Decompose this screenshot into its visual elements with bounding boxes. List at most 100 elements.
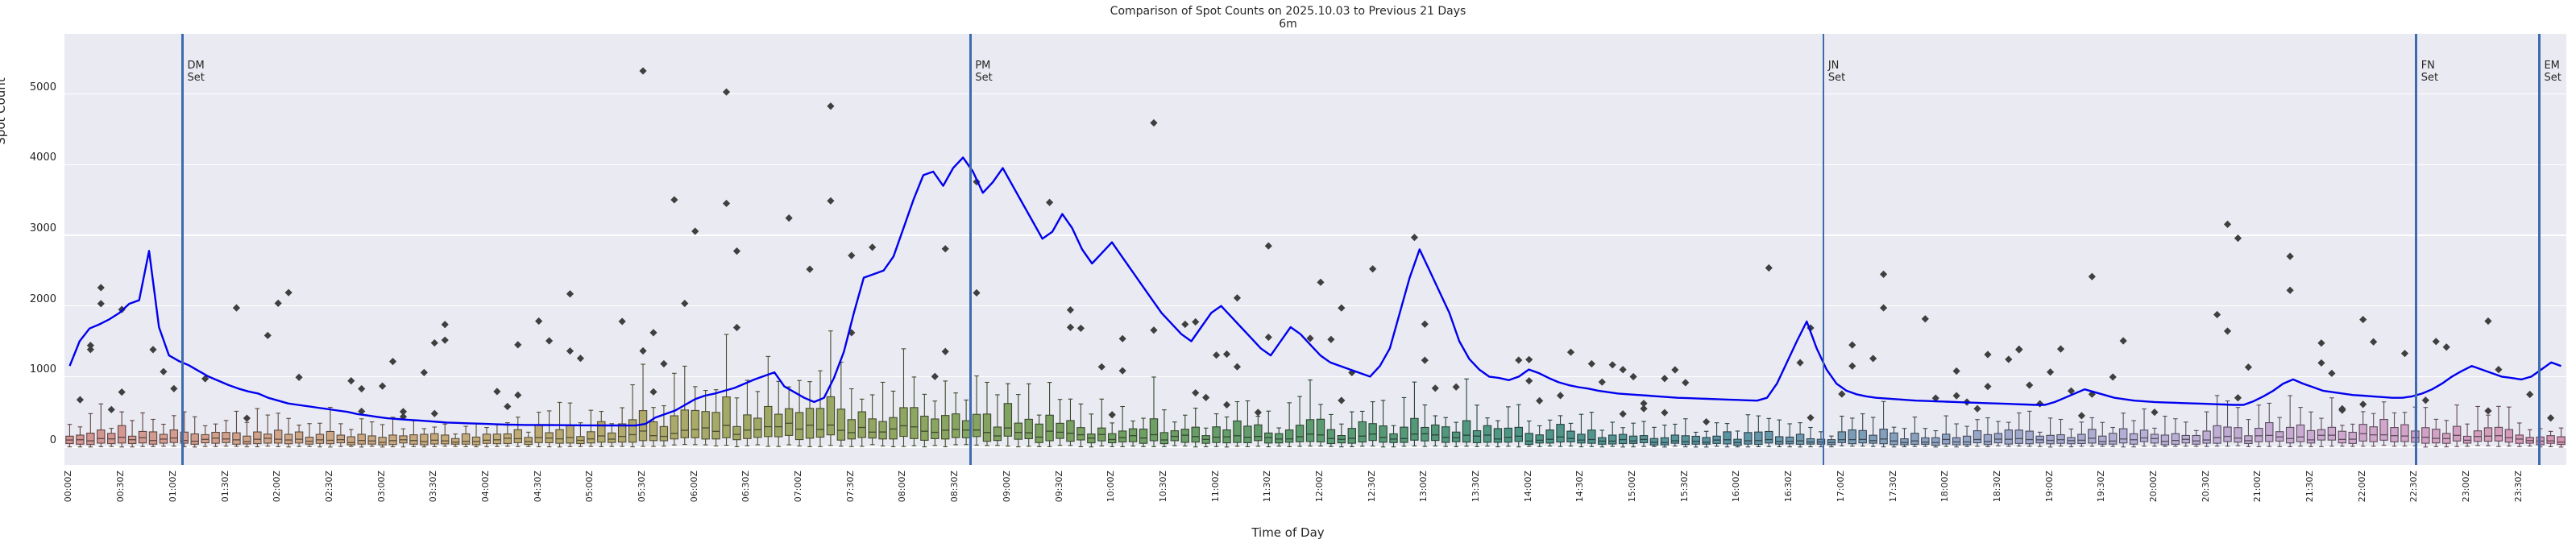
box xyxy=(1566,430,1575,442)
outlier-marker xyxy=(1640,404,1648,413)
outlier-marker xyxy=(399,408,408,416)
outlier-marker xyxy=(1619,366,1627,374)
outlier-marker xyxy=(1566,348,1575,356)
outlier-marker xyxy=(1807,413,1815,422)
box xyxy=(492,433,502,445)
box xyxy=(1441,426,1450,443)
outlier-marker xyxy=(1765,263,1773,272)
outlier-marker xyxy=(2317,359,2325,367)
box xyxy=(941,415,950,440)
outlier-group xyxy=(76,67,2555,426)
x-tick-label: 15:00Z xyxy=(1627,471,1638,503)
box xyxy=(1962,435,1972,446)
x-tick-label: 12:00Z xyxy=(1313,471,1325,503)
box xyxy=(1139,428,1148,444)
outlier-marker xyxy=(973,288,981,297)
x-tick-label: 17:30Z xyxy=(1887,471,1898,503)
outlier-marker xyxy=(1525,377,1533,385)
box xyxy=(1462,420,1471,443)
x-tick-label: 09:30Z xyxy=(1053,471,1064,503)
box xyxy=(701,411,710,440)
outlier-marker xyxy=(1212,351,1221,359)
y-tick-label: 2000 xyxy=(29,292,56,305)
box xyxy=(617,423,627,443)
box xyxy=(1035,423,1043,443)
y-tick-label: 3000 xyxy=(29,222,56,234)
outlier-marker xyxy=(1338,304,1346,312)
outlier-marker xyxy=(149,346,157,354)
outlier-marker xyxy=(1619,410,1627,418)
box xyxy=(1952,437,1961,446)
box xyxy=(1014,422,1023,440)
box xyxy=(1305,419,1315,442)
outlier-marker xyxy=(681,299,689,308)
box xyxy=(2379,419,2388,441)
box xyxy=(1316,418,1325,443)
outlier-marker xyxy=(295,373,303,381)
box xyxy=(794,412,804,441)
box xyxy=(1389,433,1398,443)
x-tick-label: 01:30Z xyxy=(219,471,230,503)
box xyxy=(2494,426,2503,442)
plot-area: DM Set PM Set JN Set FN Set EM Set xyxy=(64,34,2566,465)
outlier-marker xyxy=(2223,327,2232,335)
box xyxy=(284,433,293,445)
event-label: EM Set xyxy=(2544,60,2561,84)
outlier-marker xyxy=(170,384,178,392)
box xyxy=(1785,436,1794,445)
outlier-marker xyxy=(1661,409,1669,417)
box xyxy=(753,417,762,438)
x-tick-label: 00:00Z xyxy=(63,471,74,503)
outlier-marker xyxy=(1984,383,1992,391)
outlier-marker xyxy=(441,321,449,329)
box xyxy=(1556,424,1565,443)
x-tick-label: 16:00Z xyxy=(1731,471,1742,503)
outlier-marker xyxy=(639,346,647,355)
box xyxy=(1358,421,1367,443)
box xyxy=(482,433,492,444)
outlier-marker xyxy=(2067,387,2076,395)
box xyxy=(1295,425,1305,442)
outlier-marker xyxy=(1973,404,1981,413)
outlier-marker xyxy=(86,342,94,350)
outlier-marker xyxy=(827,197,835,205)
box xyxy=(2118,428,2128,444)
outlier-marker xyxy=(1796,359,1804,367)
box xyxy=(2337,430,2347,444)
box xyxy=(243,435,251,445)
box xyxy=(628,419,637,443)
box xyxy=(148,431,158,445)
outlier-marker xyxy=(2088,272,2096,280)
outlier-marker xyxy=(358,384,366,393)
box xyxy=(2109,433,2118,445)
box xyxy=(670,415,679,440)
x-tick-label: 16:30Z xyxy=(1783,471,1794,503)
x-tick-label: 18:30Z xyxy=(1991,471,2002,503)
box xyxy=(1118,430,1127,443)
box xyxy=(1524,433,1533,446)
box xyxy=(315,433,325,444)
box xyxy=(2046,434,2055,445)
box xyxy=(1347,428,1356,444)
outlier-marker xyxy=(2005,355,2013,363)
outlier-marker xyxy=(1556,392,1565,400)
box xyxy=(367,435,376,445)
box xyxy=(1254,424,1263,442)
outlier-marker xyxy=(618,317,626,326)
box xyxy=(2390,427,2399,442)
x-tick-label: 20:30Z xyxy=(2200,471,2211,503)
outlier-marker xyxy=(2244,363,2253,371)
outlier-marker xyxy=(2119,337,2127,345)
box xyxy=(815,408,825,438)
box xyxy=(471,436,481,446)
box xyxy=(587,431,595,444)
outlier-marker xyxy=(1848,341,1856,349)
box xyxy=(2400,424,2409,442)
box xyxy=(1993,433,2003,444)
outlier-marker xyxy=(1525,355,1533,363)
box xyxy=(420,433,429,446)
outlier-marker xyxy=(639,67,647,75)
outlier-marker xyxy=(107,405,115,413)
box xyxy=(524,437,533,446)
